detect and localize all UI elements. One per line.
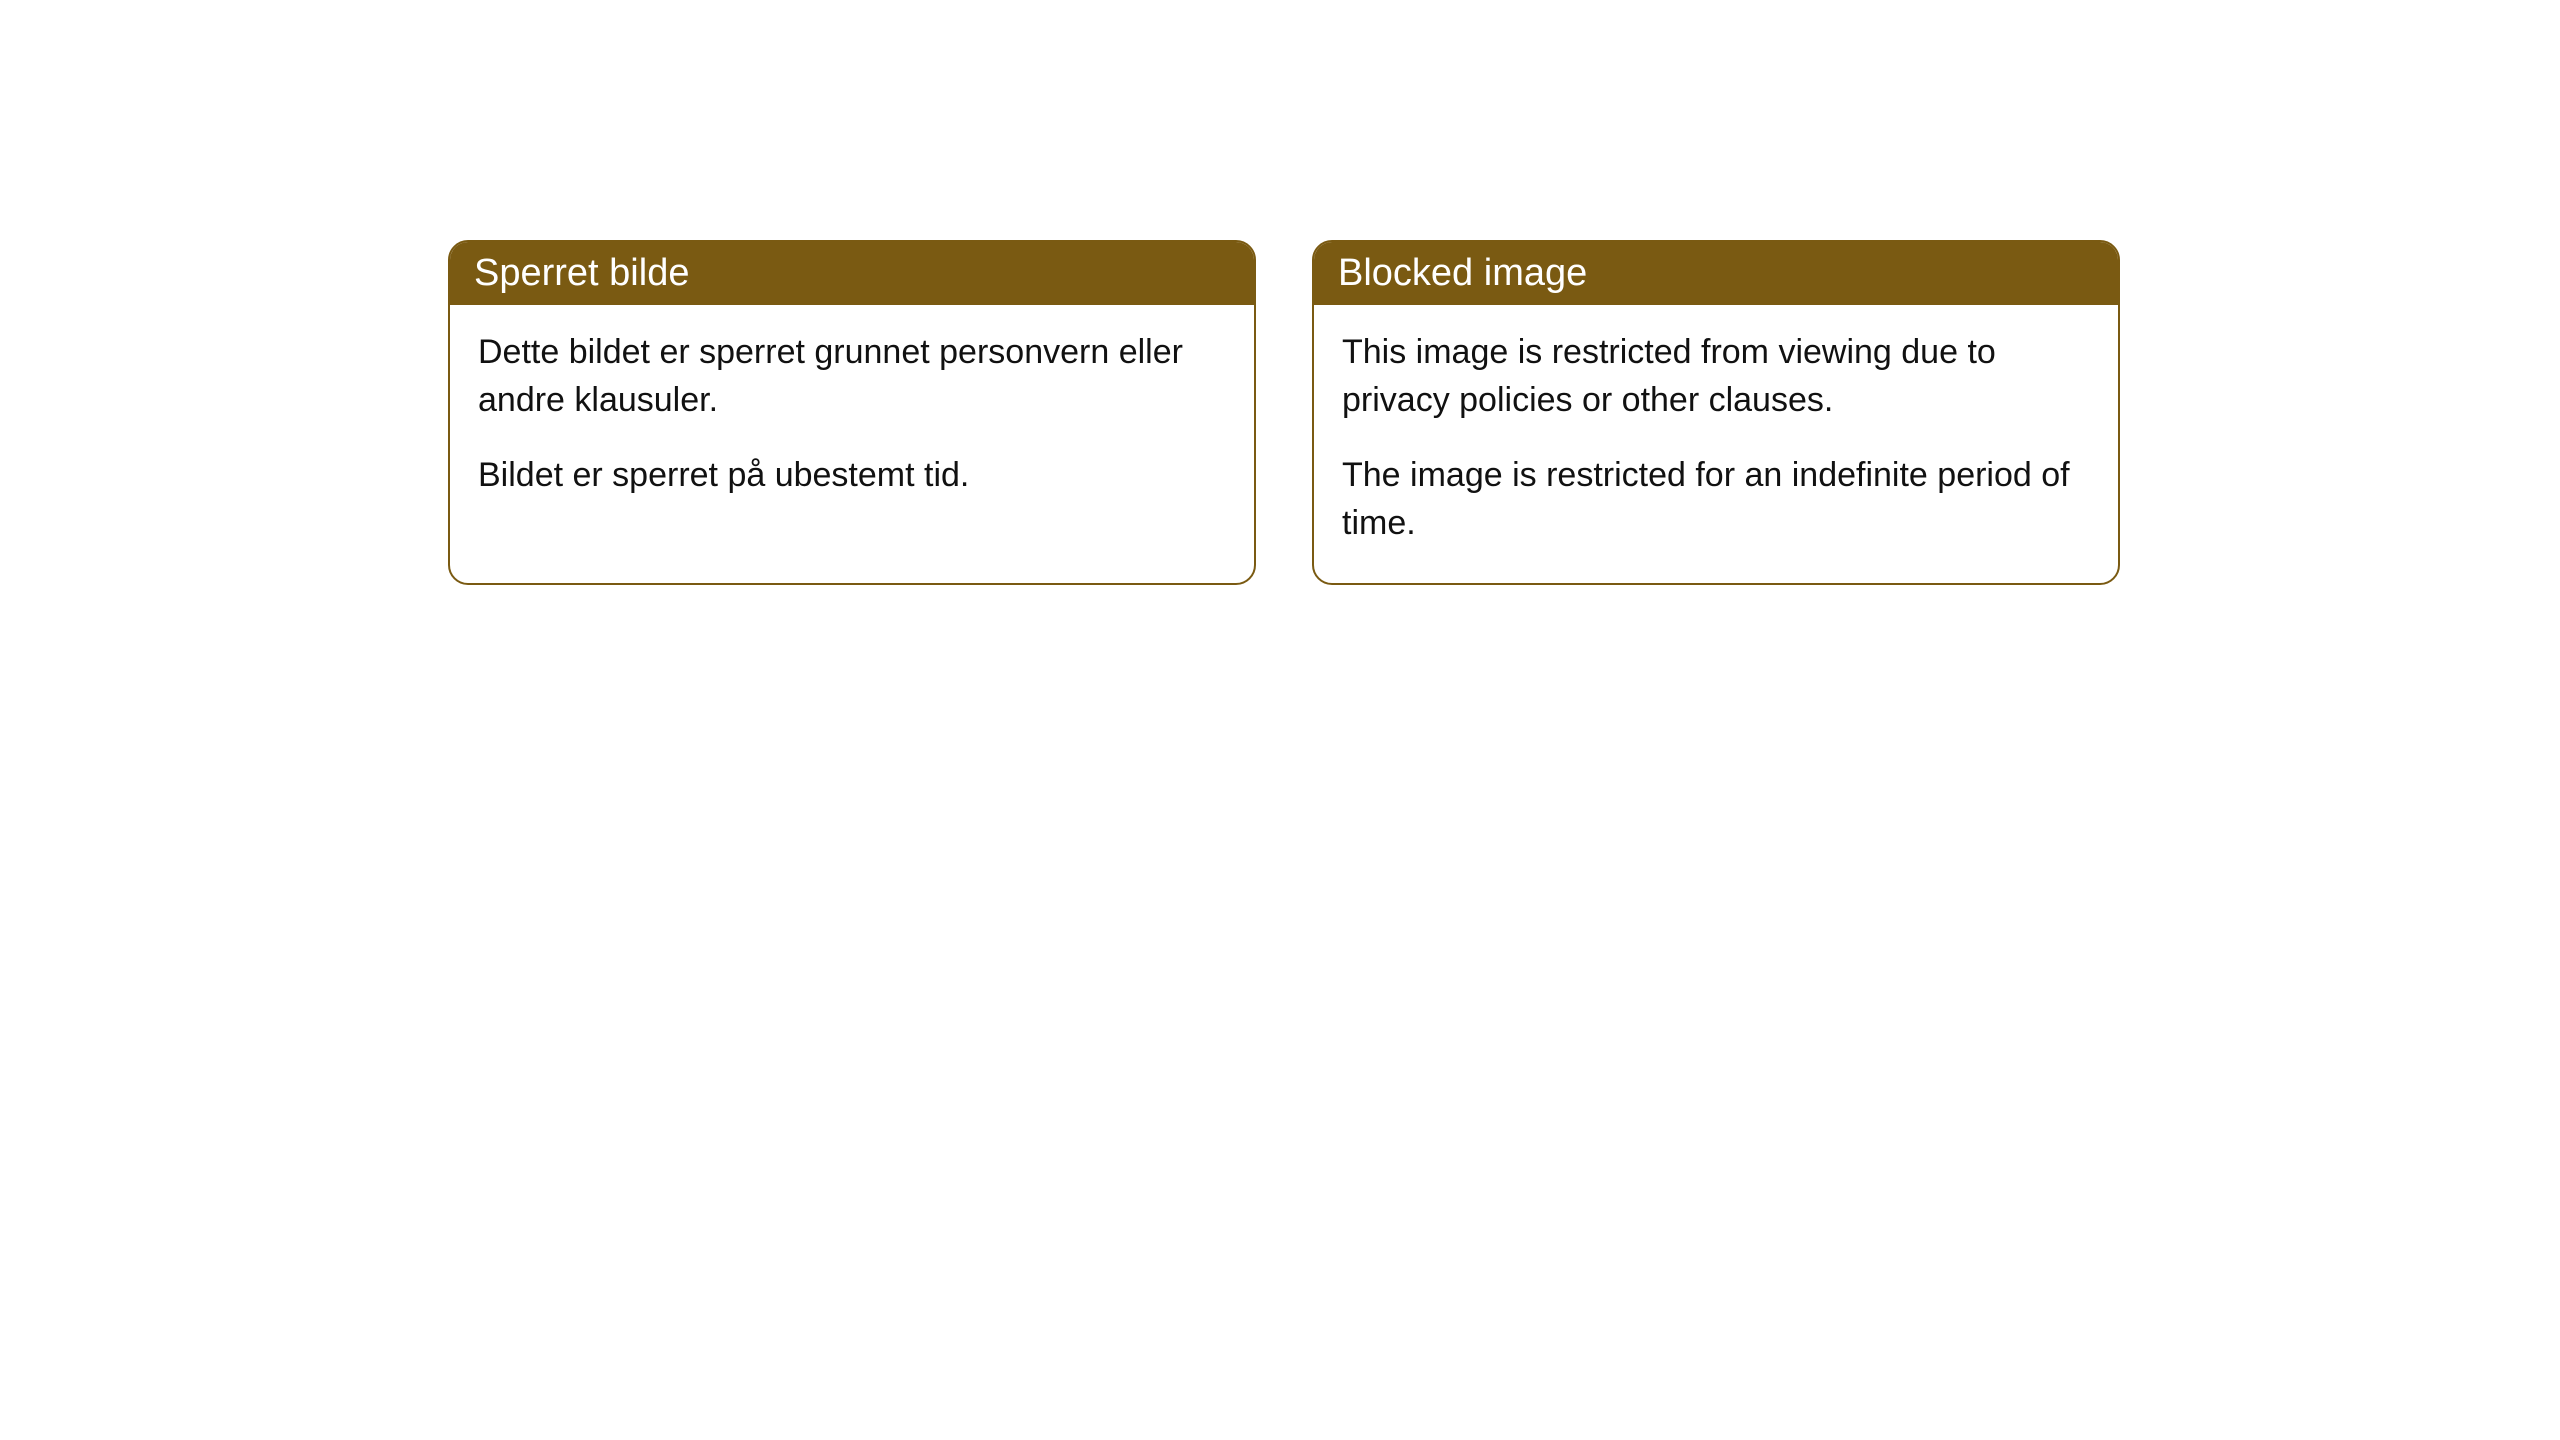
notice-title-norwegian: Sperret bilde bbox=[474, 252, 689, 294]
notice-container: Sperret bilde Dette bildet er sperret gr… bbox=[448, 240, 2120, 585]
notice-title-english: Blocked image bbox=[1338, 252, 1587, 294]
notice-header-english: Blocked image bbox=[1314, 242, 2118, 305]
notice-paragraph: Dette bildet er sperret grunnet personve… bbox=[478, 329, 1226, 424]
notice-paragraph: This image is restricted from viewing du… bbox=[1342, 329, 2090, 424]
notice-paragraph: Bildet er sperret på ubestemt tid. bbox=[478, 452, 1226, 500]
notice-paragraph: The image is restricted for an indefinit… bbox=[1342, 452, 2090, 547]
notice-header-norwegian: Sperret bilde bbox=[450, 242, 1254, 305]
notice-card-english: Blocked image This image is restricted f… bbox=[1312, 240, 2120, 585]
notice-body-english: This image is restricted from viewing du… bbox=[1314, 305, 2118, 583]
notice-card-norwegian: Sperret bilde Dette bildet er sperret gr… bbox=[448, 240, 1256, 585]
notice-body-norwegian: Dette bildet er sperret grunnet personve… bbox=[450, 305, 1254, 536]
